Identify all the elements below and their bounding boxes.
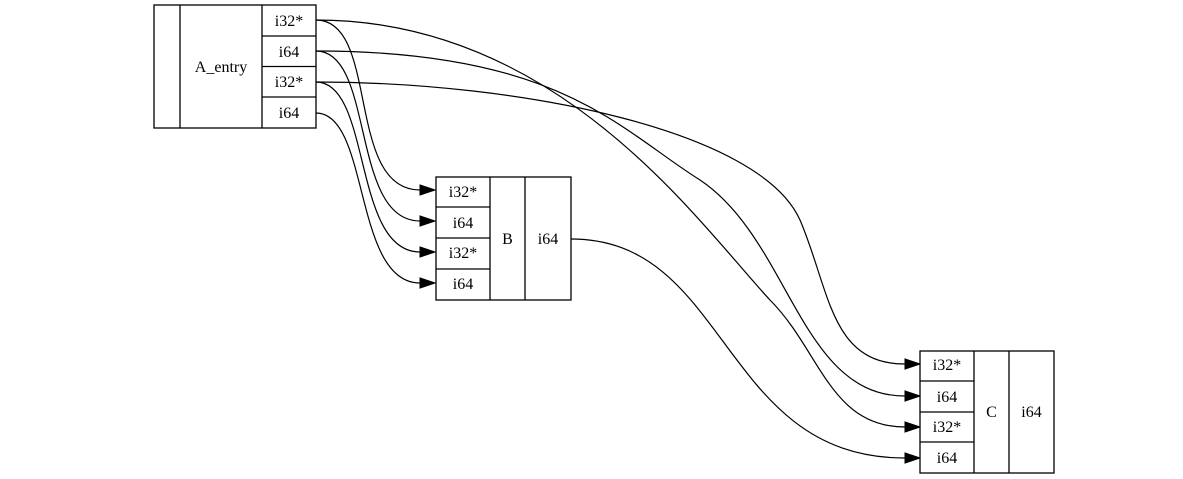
a-entry-output-0: i32* (275, 13, 303, 30)
b-label: B (502, 231, 513, 248)
a-entry-output-2: i32* (275, 74, 303, 91)
c-input-2: i32* (933, 419, 961, 436)
edge-b-out-to-c-in3 (570, 238, 906, 459)
arrowhead-b-in2 (419, 246, 437, 258)
edge-a-out2-to-b-in2 (315, 81, 421, 253)
b-input-0: i32* (449, 184, 477, 201)
edge-a-out0-to-b-in0 (315, 19, 421, 191)
edge-a-out0-to-c-in2 (315, 19, 906, 428)
b-output: i64 (538, 231, 558, 248)
b-input-1: i64 (453, 215, 473, 232)
b-input-3: i64 (453, 276, 473, 293)
edge-a-out1-to-c-in1 (315, 50, 906, 397)
edges (315, 19, 922, 464)
a-entry-label: A_entry (195, 59, 247, 76)
arrowhead-c-in3 (904, 452, 922, 464)
node-b: i32* i64 i32* i64 B i64 (435, 176, 572, 301)
edge-a-out1-to-b-in1 (315, 50, 421, 222)
arrowhead-c-in2 (904, 421, 922, 433)
edge-a-out3-to-b-in3 (315, 112, 421, 284)
edge-a-out2-to-c-in0 (315, 81, 906, 365)
arrowhead-c-in1 (904, 390, 922, 402)
c-label: C (986, 404, 997, 421)
c-output: i64 (1021, 404, 1041, 421)
arrowhead-b-in0 (419, 184, 437, 196)
b-input-2: i32* (449, 245, 477, 262)
node-c: i32* i64 i32* i64 C i64 (919, 350, 1055, 474)
c-input-3: i64 (937, 450, 957, 467)
arrowhead-c-in0 (904, 358, 922, 370)
arrowhead-b-in1 (419, 215, 437, 227)
a-entry-output-1: i64 (279, 44, 299, 61)
arrowhead-b-in3 (419, 277, 437, 289)
c-input-0: i32* (933, 357, 961, 374)
a-entry-output-3: i64 (279, 105, 299, 122)
c-input-1: i64 (937, 389, 957, 406)
node-a-entry: A_entry i32* i64 i32* i64 (153, 4, 317, 129)
